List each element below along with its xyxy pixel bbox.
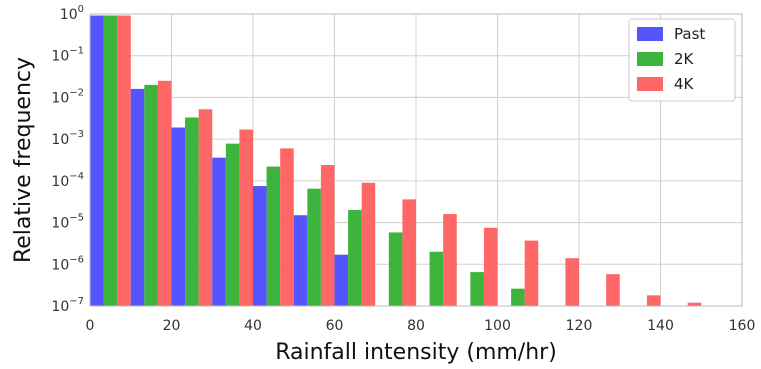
x-tick-label: 100 xyxy=(484,318,511,334)
legend-label-past: Past xyxy=(674,25,705,43)
bar-2k-25 xyxy=(185,117,199,306)
bar-past-45 xyxy=(253,186,267,306)
bar-past-55 xyxy=(293,215,308,306)
bar-2k-85 xyxy=(429,251,444,306)
bar-4k-55 xyxy=(320,164,335,306)
y-tick-label: 10−4 xyxy=(51,171,84,190)
bar-4k-35 xyxy=(239,129,253,306)
legend-label-2k: 2K xyxy=(674,50,695,68)
legend-swatch-2k xyxy=(637,52,663,66)
bars-group xyxy=(90,15,702,307)
plot-frame xyxy=(89,13,743,307)
bar-4k-125 xyxy=(606,274,620,306)
x-axis-label: Rainfall intensity (mm/hr) xyxy=(275,340,557,365)
x-tick-label: 0 xyxy=(86,318,95,334)
y-tick-label: 100 xyxy=(60,4,84,23)
bar-past-5 xyxy=(90,15,104,307)
legend-label-4k: 4K xyxy=(674,75,695,93)
y-tick-label: 10−1 xyxy=(51,46,84,65)
bar-4k-65 xyxy=(361,182,376,306)
x-tick-label: 60 xyxy=(326,318,344,334)
bar-4k-115 xyxy=(565,258,579,306)
bar-4k-5 xyxy=(117,15,131,307)
bar-2k-45 xyxy=(266,166,281,306)
legend-swatch-4k xyxy=(637,77,663,91)
y-tick-labels: 100 10−1 10−2 10−3 10−4 10−5 10−6 10−7 xyxy=(51,4,84,315)
x-tick-label: 40 xyxy=(244,318,262,334)
bar-past-65 xyxy=(334,254,349,306)
bar-4k-45 xyxy=(280,148,294,306)
bar-4k-15 xyxy=(157,80,172,306)
bar-2k-95 xyxy=(470,272,484,306)
x-tick-label: 20 xyxy=(163,318,181,334)
x-tick-label: 160 xyxy=(729,318,756,334)
bar-4k-145 xyxy=(687,302,702,306)
y-axis-label: Relative frequency xyxy=(11,57,36,263)
bar-4k-105 xyxy=(524,240,539,306)
bar-4k-75 xyxy=(402,199,416,306)
y-tick-label: 10−5 xyxy=(51,213,84,232)
bar-2k-15 xyxy=(144,84,158,306)
bar-4k-95 xyxy=(483,227,498,306)
bar-2k-55 xyxy=(307,188,321,306)
bar-past-15 xyxy=(130,88,145,306)
x-tick-label: 120 xyxy=(566,318,593,334)
bar-4k-85 xyxy=(443,214,457,306)
x-tick-label: 80 xyxy=(407,318,425,334)
bar-2k-75 xyxy=(388,232,403,306)
bar-2k-5 xyxy=(103,15,118,307)
bar-past-25 xyxy=(171,127,186,306)
x-tick-labels: 0 20 40 60 80 100 120 140 160 xyxy=(86,318,756,334)
x-tick-label: 140 xyxy=(647,318,674,334)
bar-4k-135 xyxy=(646,295,661,306)
bar-2k-105 xyxy=(511,288,525,306)
bar-4k-25 xyxy=(198,109,213,306)
bar-2k-65 xyxy=(348,210,362,306)
legend-swatch-past xyxy=(637,27,663,41)
y-tick-label: 10−2 xyxy=(51,87,84,106)
y-tick-label: 10−7 xyxy=(51,296,84,315)
bar-2k-35 xyxy=(225,143,240,306)
y-tick-label: 10−3 xyxy=(51,129,84,148)
y-tick-label: 10−6 xyxy=(51,254,84,273)
bar-past-35 xyxy=(212,157,226,306)
legend: Past 2K 4K xyxy=(628,18,736,102)
